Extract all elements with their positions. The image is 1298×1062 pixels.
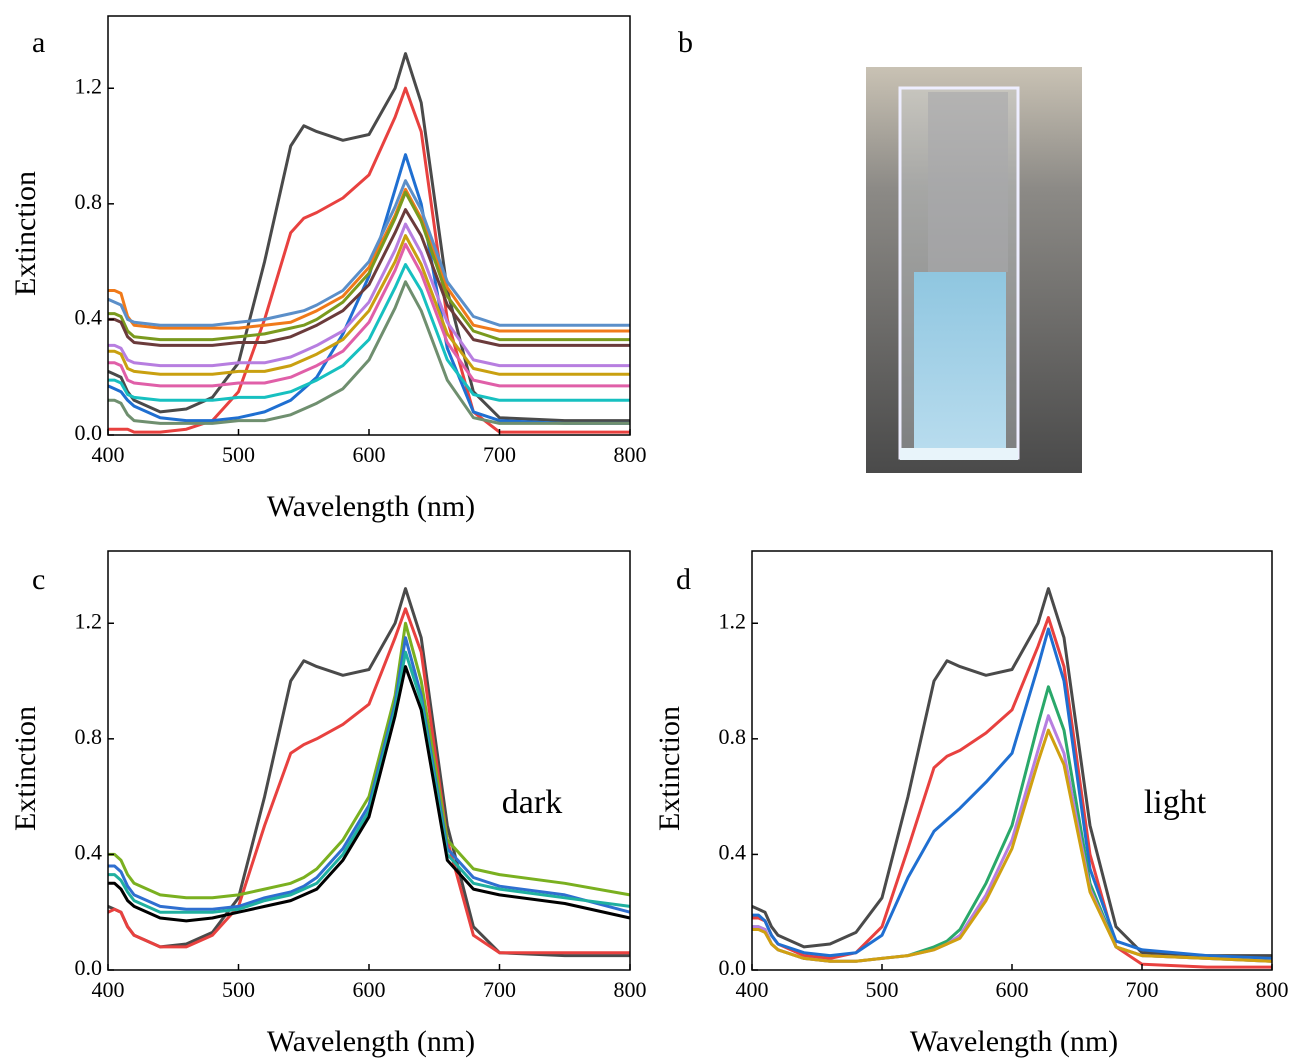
spectrum-line: [108, 234, 630, 376]
y-tick-label: 0.0: [75, 420, 103, 445]
spectrum-line: [108, 190, 630, 342]
y-tick-label: 0.4: [75, 839, 103, 864]
x-tick-label: 800: [614, 442, 647, 467]
y-tick-label: 0.8: [75, 724, 103, 749]
annotation: dark: [502, 784, 562, 821]
spectrum-line: [752, 627, 1273, 960]
y-tick-label: 1.2: [75, 608, 103, 633]
spectrum-line: [108, 208, 630, 347]
x-tick-label: 700: [1126, 977, 1159, 1002]
spectrum-line: [752, 728, 1273, 963]
spectrum-line: [108, 263, 630, 402]
y-tick-label: 0.8: [75, 189, 103, 214]
spectrum-line: [107, 153, 630, 425]
y-tick-label: 0.0: [75, 955, 103, 980]
annotation: light: [1144, 784, 1207, 821]
y-axis-label: Extinction: [9, 706, 42, 831]
x-tick-label: 700: [483, 442, 516, 467]
x-tick-label: 600: [353, 977, 386, 1002]
x-tick-label: 500: [222, 442, 255, 467]
x-axis-label: Wavelength (nm): [267, 490, 475, 523]
spectrum-line: [752, 685, 1273, 963]
cuvette-window: [928, 92, 1008, 272]
plot-frame: [751, 550, 1273, 971]
panel-label: b: [678, 26, 693, 59]
x-tick-label: 600: [996, 977, 1029, 1002]
spectrum-line: [108, 650, 631, 914]
y-tick-label: 0.4: [75, 304, 103, 329]
x-tick-label: 500: [866, 977, 899, 1002]
plot-frame: [107, 550, 631, 971]
y-tick-label: 1.2: [75, 73, 103, 98]
spectrum-line: [107, 179, 630, 327]
x-tick-label: 800: [1256, 977, 1289, 1002]
spectrum-line: [108, 222, 630, 368]
x-tick-label: 800: [614, 977, 647, 1002]
spectrum-line: [108, 86, 630, 434]
x-tick-label: 700: [483, 977, 516, 1002]
cuvette-base: [900, 448, 1018, 460]
spectrum-line: [108, 242, 630, 388]
y-tick-label: 0.4: [719, 839, 747, 864]
x-tick-label: 500: [222, 977, 255, 1002]
panel-label: c: [32, 563, 45, 596]
spectrum-line: [108, 665, 631, 923]
x-axis-label: Wavelength (nm): [910, 1025, 1118, 1058]
x-tick-label: 400: [736, 977, 769, 1002]
y-axis-label: Extinction: [9, 171, 42, 296]
x-axis-label: Wavelength (nm): [267, 1025, 475, 1058]
y-tick-label: 1.2: [719, 608, 747, 633]
x-tick-label: 400: [92, 442, 125, 467]
spectrum-line: [108, 636, 631, 914]
photo: [866, 67, 1082, 473]
spectrum-line: [751, 587, 1272, 958]
plot-frame: [107, 15, 631, 436]
x-tick-label: 400: [92, 977, 125, 1002]
y-axis-label: Extinction: [653, 706, 686, 831]
x-tick-label: 600: [353, 442, 386, 467]
liquid: [914, 272, 1006, 450]
spectrum-line: [108, 621, 631, 900]
panel-label: a: [32, 26, 45, 59]
y-tick-label: 0.8: [719, 724, 747, 749]
panel-label: d: [676, 563, 691, 596]
spectrum-line: [108, 280, 630, 425]
y-tick-label: 0.0: [719, 955, 747, 980]
